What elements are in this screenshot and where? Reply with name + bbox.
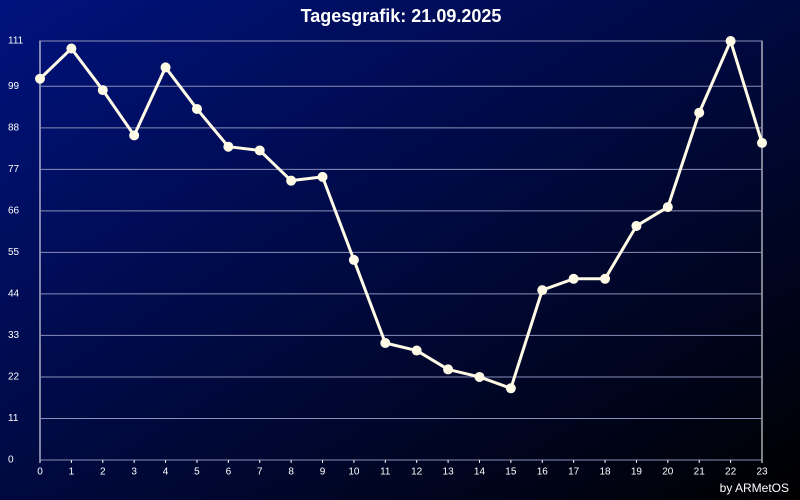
data-point bbox=[97, 85, 108, 96]
x-tick-label: 2 bbox=[100, 467, 106, 478]
y-tick-label: 22 bbox=[8, 372, 20, 383]
data-point bbox=[631, 220, 642, 231]
x-tick-label: 0 bbox=[37, 467, 43, 478]
data-point bbox=[160, 62, 171, 73]
y-tick-label: 33 bbox=[8, 330, 20, 341]
x-tick-label: 8 bbox=[288, 467, 294, 478]
y-tick-label: 0 bbox=[8, 455, 14, 466]
data-point bbox=[317, 171, 328, 182]
y-tick-label: 66 bbox=[8, 206, 20, 217]
data-point bbox=[191, 103, 202, 114]
data-point bbox=[66, 43, 77, 54]
x-tick-label: 19 bbox=[631, 467, 643, 478]
x-tick-label: 23 bbox=[756, 467, 768, 478]
x-tick-label: 14 bbox=[474, 467, 486, 478]
x-tick-label: 3 bbox=[131, 467, 137, 478]
x-tick-label: 1 bbox=[69, 467, 75, 478]
data-point bbox=[568, 273, 579, 284]
data-point bbox=[662, 202, 673, 213]
chart-title: Tagesgrafik: 21.09.2025 bbox=[301, 6, 502, 26]
data-point bbox=[694, 107, 705, 118]
credit: by ARMetOS bbox=[720, 481, 789, 495]
x-tick-label: 6 bbox=[226, 467, 232, 478]
data-point bbox=[505, 383, 516, 394]
data-point bbox=[380, 337, 391, 348]
data-point bbox=[254, 145, 265, 156]
data-point bbox=[537, 285, 548, 296]
y-tick-label: 55 bbox=[8, 247, 20, 258]
x-tick-label: 18 bbox=[599, 467, 611, 478]
data-line bbox=[38, 39, 764, 390]
x-tick-label: 11 bbox=[380, 467, 391, 478]
x-tick-label: 16 bbox=[537, 467, 549, 478]
x-tick-label: 21 bbox=[694, 467, 706, 478]
y-tick-label: 88 bbox=[8, 122, 20, 133]
data-point bbox=[600, 273, 611, 284]
y-tick-label: 77 bbox=[8, 164, 20, 175]
data-point bbox=[443, 364, 454, 375]
x-tick-label: 12 bbox=[411, 467, 423, 478]
x-tick-label: 5 bbox=[194, 467, 200, 478]
x-tick-label: 4 bbox=[163, 467, 169, 478]
x-tick-label: 9 bbox=[320, 467, 326, 478]
x-tick-label: 10 bbox=[348, 467, 360, 478]
data-point bbox=[757, 137, 767, 148]
data-point bbox=[129, 130, 140, 141]
data-point bbox=[474, 371, 485, 382]
y-tick-label: 111 bbox=[8, 36, 24, 47]
y-tick-label: 99 bbox=[8, 81, 20, 92]
x-tick-label: 20 bbox=[662, 467, 674, 478]
x-tick-label: 17 bbox=[568, 467, 580, 478]
y-tick-label: 44 bbox=[8, 289, 20, 300]
data-point bbox=[725, 36, 736, 46]
data-point bbox=[411, 345, 422, 356]
data-point bbox=[223, 141, 234, 152]
data-point bbox=[348, 254, 359, 265]
x-tick-label: 22 bbox=[725, 467, 737, 478]
data-point bbox=[286, 175, 297, 186]
y-tick-label: 11 bbox=[8, 413, 19, 424]
x-tick-label: 7 bbox=[257, 467, 263, 478]
x-tick-label: 15 bbox=[505, 467, 517, 478]
x-tick-label: 13 bbox=[443, 467, 455, 478]
data-point bbox=[35, 73, 45, 84]
